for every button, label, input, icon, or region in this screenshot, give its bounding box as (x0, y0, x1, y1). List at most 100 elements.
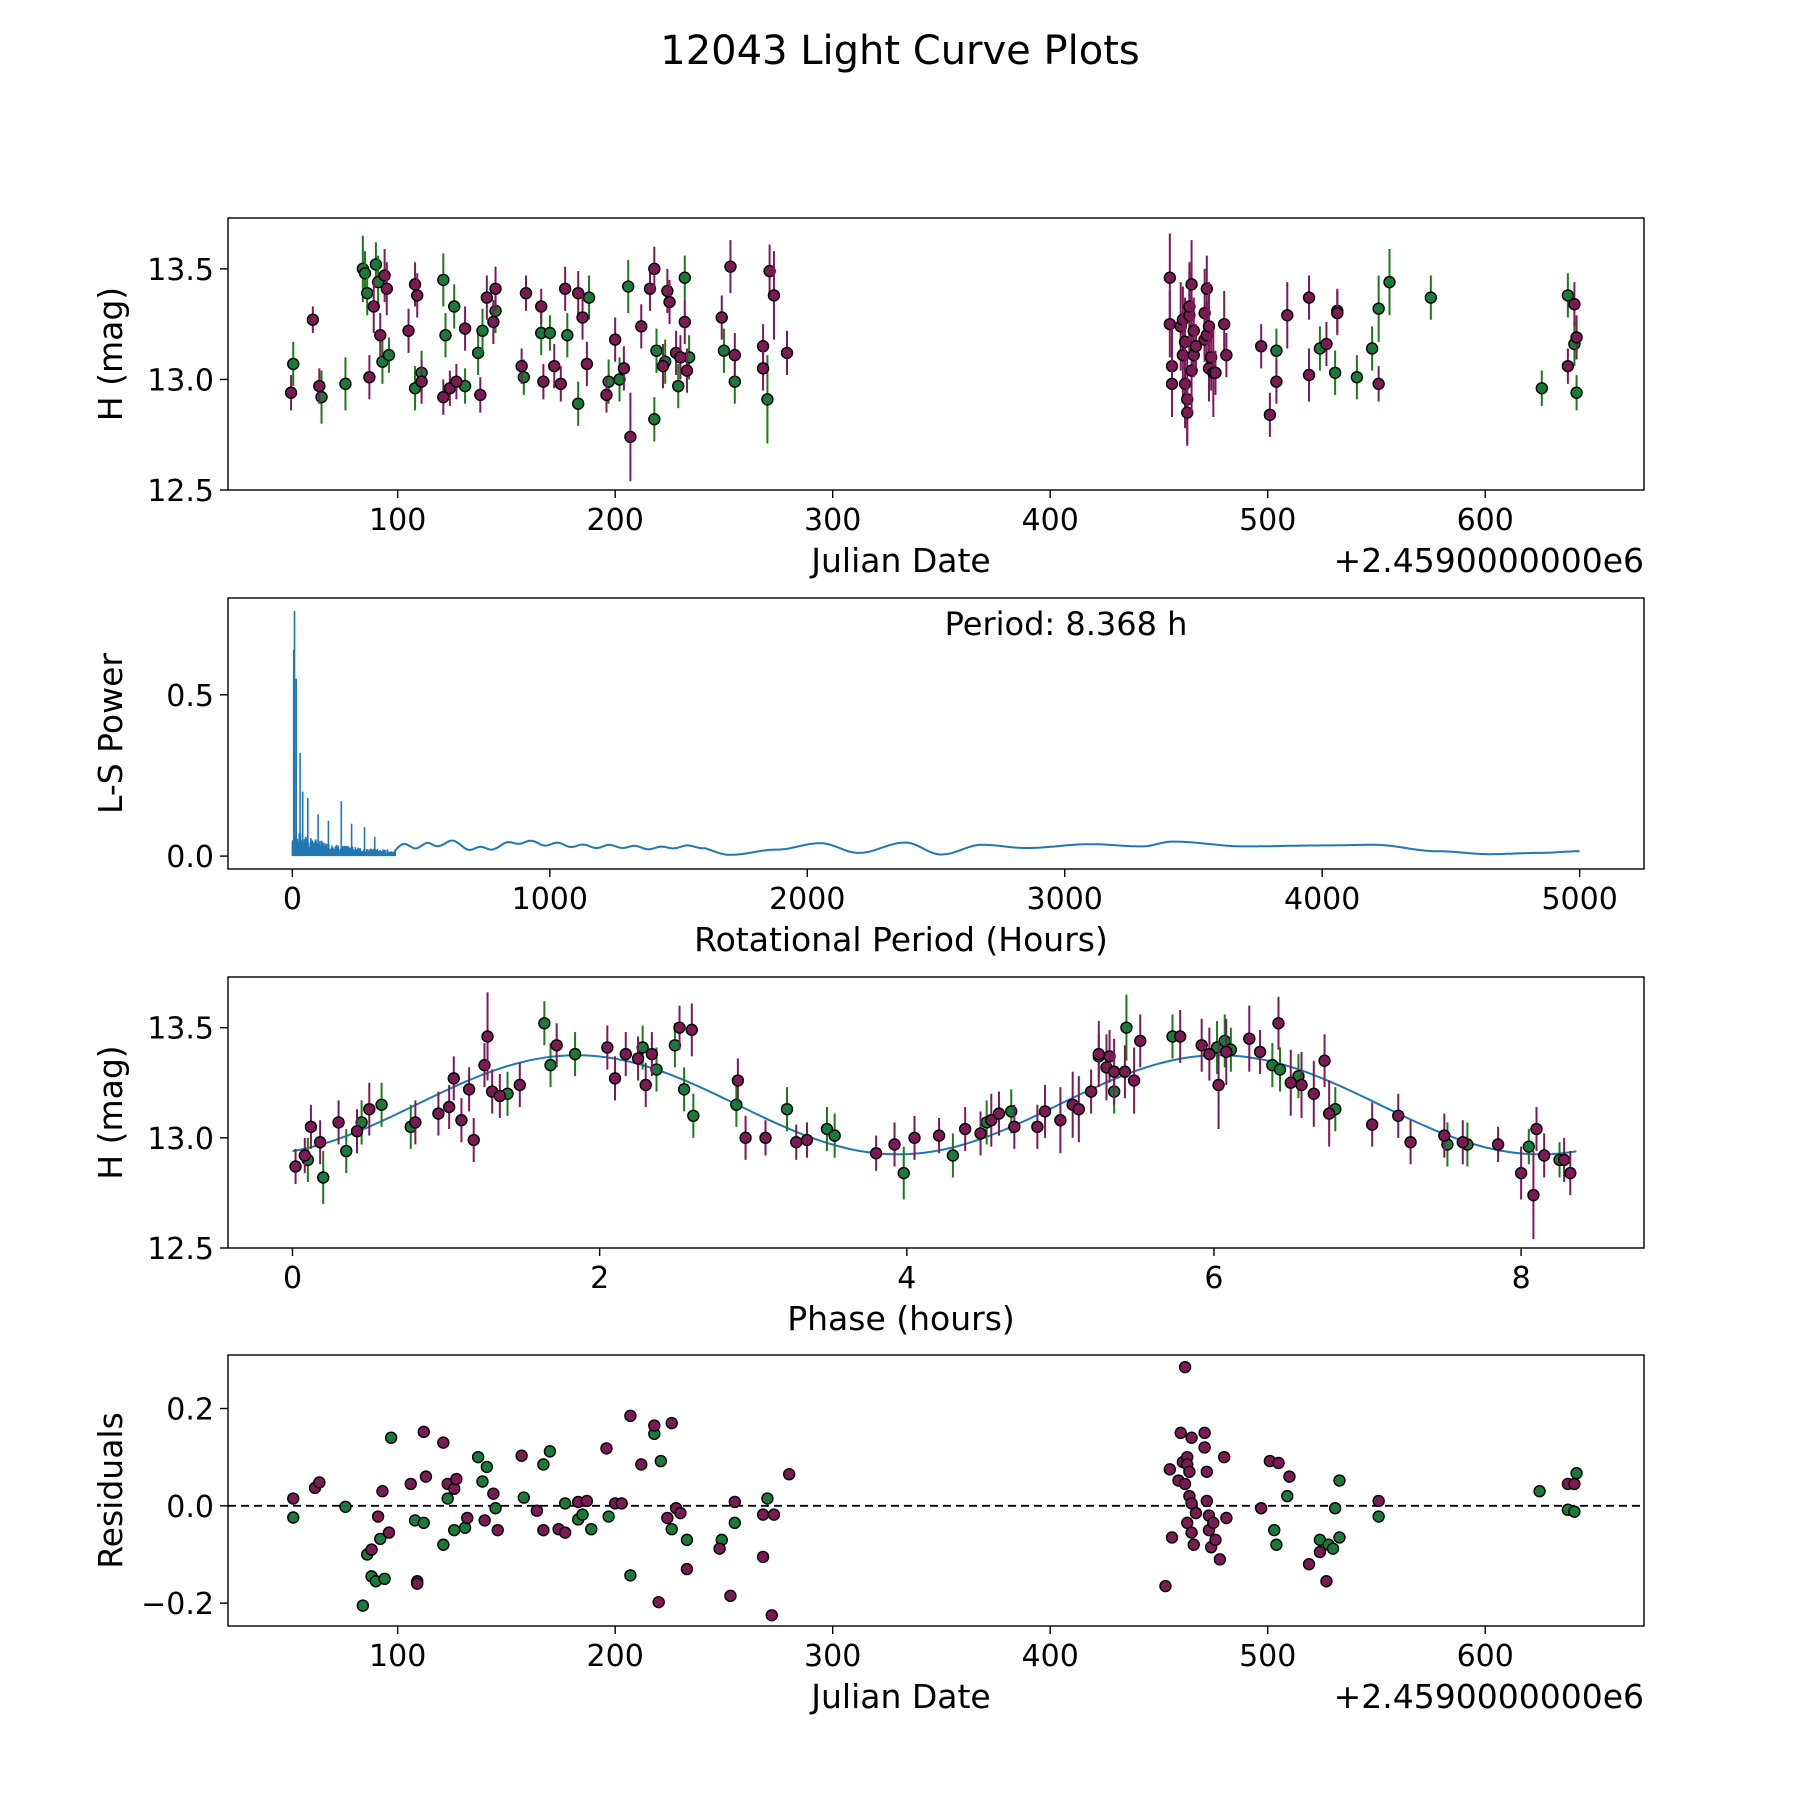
data-point (602, 375, 615, 388)
x-tick-label: 200 (587, 503, 644, 538)
figure-title: 12043 Light Curve Plots (660, 28, 1140, 74)
x-offset-label: +2.4590000000e6 (1334, 541, 1644, 580)
data-point (306, 313, 320, 326)
plot-area (284, 233, 1583, 482)
data-point (313, 1136, 327, 1149)
data-point (543, 1445, 557, 1458)
data-point (576, 1508, 589, 1521)
data-point (408, 278, 422, 291)
data-point (715, 311, 728, 324)
plot-area (289, 992, 1577, 1240)
data-point (339, 377, 352, 391)
y-tick-label: 0.0 (166, 840, 214, 875)
data-point (1326, 1542, 1340, 1555)
data-point (571, 397, 585, 410)
data-point (1537, 1149, 1551, 1162)
data-point (756, 1508, 770, 1521)
data-point (717, 344, 731, 357)
data-point (1189, 1506, 1203, 1520)
data-point (419, 1470, 433, 1483)
data-point (1263, 408, 1277, 422)
data-point (1212, 1078, 1225, 1092)
x-axis-label: Julian Date (809, 1677, 991, 1716)
data-point (1283, 1470, 1296, 1483)
y-tick-label: 0.2 (166, 1393, 214, 1428)
data-point (992, 1107, 1006, 1120)
data-point (674, 351, 687, 364)
x-offset-label: +2.4590000000e6 (1334, 1677, 1644, 1716)
x-tick-label: 400 (1022, 503, 1079, 538)
data-point (462, 1083, 476, 1096)
data-point (287, 357, 300, 371)
data-point (487, 1487, 500, 1500)
data-point (558, 1526, 572, 1539)
x-tick-label: 500 (1239, 503, 1296, 538)
data-point (728, 375, 742, 388)
data-point (622, 280, 635, 293)
data-point (1254, 340, 1268, 353)
data-point (315, 390, 328, 404)
data-point (1313, 1545, 1327, 1559)
data-point (661, 284, 674, 298)
data-point (1163, 1463, 1177, 1476)
data-point (437, 1436, 450, 1449)
x-tick-label: 3000 (1027, 882, 1103, 917)
data-point (489, 282, 502, 295)
data-point (317, 1171, 330, 1184)
data-point (1284, 1076, 1297, 1089)
data-point (537, 1523, 550, 1537)
data-point (585, 1522, 598, 1536)
data-point (537, 375, 550, 388)
data-point (761, 1492, 774, 1505)
data-point (1333, 1531, 1346, 1544)
data-point (441, 1492, 454, 1505)
axes-light_curve: 100 200 300 400 500 600 12.5 13.0 13.5 Julian Dat… (91, 217, 1645, 580)
data-point (304, 1120, 318, 1134)
data-point (1120, 1021, 1133, 1034)
data-point (382, 1526, 396, 1539)
data-point (1530, 1122, 1543, 1136)
data-point (1270, 375, 1283, 388)
x-tick-label: 2000 (769, 882, 845, 917)
data-point (1200, 1465, 1214, 1478)
data-point (1568, 1505, 1581, 1518)
data-point (1557, 1153, 1571, 1167)
data-point (375, 1098, 388, 1111)
data-point (1564, 1166, 1577, 1180)
data-point (663, 295, 676, 309)
data-point (724, 1589, 737, 1603)
data-point (1185, 1431, 1198, 1444)
x-tick-label: 1000 (512, 882, 588, 917)
data-point (790, 1136, 803, 1149)
data-point (685, 1023, 699, 1037)
data-point (780, 1102, 794, 1116)
data-point (780, 346, 794, 360)
data-point (631, 1052, 645, 1065)
data-point (365, 1543, 378, 1556)
data-point (648, 262, 661, 276)
x-tick-label: 200 (587, 1639, 644, 1674)
y-tick-label: 13.5 (147, 1012, 214, 1047)
data-point (402, 324, 415, 337)
data-point (1008, 1120, 1021, 1134)
data-point (897, 1166, 910, 1180)
data-point (728, 1516, 742, 1530)
data-point (517, 371, 531, 384)
data-point (455, 1114, 468, 1127)
data-point (1173, 1030, 1187, 1043)
data-point (538, 1017, 551, 1030)
data-point (1107, 1065, 1121, 1078)
data-point (313, 379, 326, 393)
data-point (1365, 342, 1379, 355)
data-point (674, 1506, 687, 1520)
periodogram-spikes (291, 610, 396, 857)
data-point (673, 1021, 686, 1034)
data-point (448, 1523, 461, 1537)
data-point (530, 1504, 544, 1517)
data-point (374, 1532, 387, 1546)
data-point (1220, 1045, 1233, 1059)
data-point (728, 1495, 742, 1509)
data-point (1392, 1109, 1405, 1123)
data-point (1134, 1034, 1147, 1048)
data-point (680, 1533, 694, 1547)
